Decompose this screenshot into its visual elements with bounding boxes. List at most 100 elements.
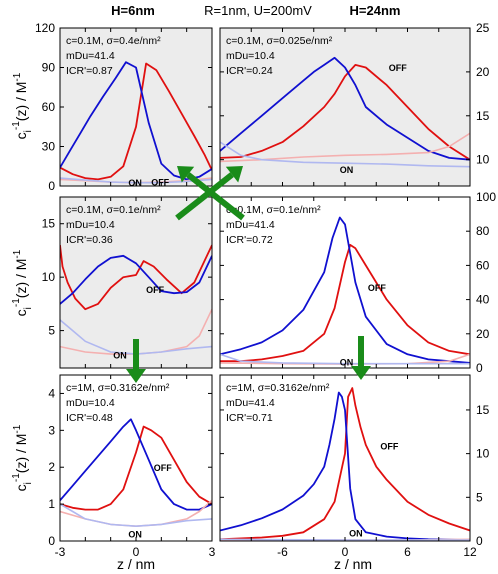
annotation: mDu=10.4	[66, 219, 115, 231]
series-faint_blue	[220, 141, 470, 168]
annotation: ICR'=0.71	[226, 412, 273, 424]
annotation: c=0.1M, σ=0.025e/nm²	[226, 35, 333, 47]
annotation: mDu=41.4	[226, 219, 275, 231]
panel-mid-left: 5 10 15 c=0.1M, σ=0.1e/nm² mDu=10.4 ICR'=0.36…	[42, 196, 213, 369]
series-faint_blue	[60, 503, 212, 527]
annotation: c=1M, σ=0.3162e/nm²	[226, 382, 330, 394]
label-on: ON	[113, 350, 127, 360]
series-off	[220, 244, 470, 363]
annotation: c=0.1M, σ=0.1e/nm²	[226, 204, 321, 216]
ylabel-row-3: ci-1(z) / M-1	[11, 424, 34, 491]
xtick-label: 12	[463, 545, 477, 559]
ytick-label: 15	[42, 217, 56, 231]
label-on: ON	[349, 529, 363, 539]
xtick-label: -6	[277, 545, 288, 559]
series-off	[220, 387, 470, 541]
annotation: ICR'=0.36	[66, 234, 113, 246]
arrow-down-left	[126, 339, 146, 383]
xtick-label: -3	[55, 545, 66, 559]
ytick-label: 10	[42, 270, 56, 284]
series-blue	[60, 418, 212, 511]
panel-mid-right: 0 20 40 60 80 100 c=0.1M, σ=0.1e/nm² mDu=41.4 IC…	[219, 190, 496, 375]
plot-background	[60, 375, 212, 541]
ytick-label: 0	[48, 534, 55, 548]
ytick-label: 15	[476, 109, 490, 123]
arrow-down-right	[351, 336, 371, 380]
label-off: OFF	[389, 63, 407, 73]
series-blue	[220, 56, 470, 161]
ytick-label: 5	[48, 324, 55, 338]
label-off: OFF	[146, 285, 164, 295]
annotation: c=1M, σ=0.3162e/nm²	[66, 382, 170, 394]
header-center: R=1nm, U=200mV	[204, 3, 312, 18]
series-off	[60, 62, 212, 181]
xtick-label: 0	[342, 545, 349, 559]
label-on: ON	[128, 529, 142, 539]
ytick-label: 60	[42, 100, 56, 114]
ytick-label: 10	[476, 153, 490, 167]
series-faint_blue	[220, 353, 470, 365]
series-off	[60, 244, 212, 311]
plot-background	[60, 28, 212, 186]
plot-background	[220, 375, 470, 541]
ytick-label: 40	[476, 293, 490, 307]
label-on: ON	[128, 178, 142, 188]
series-faint_red	[220, 132, 470, 163]
xtick-label: 6	[404, 545, 411, 559]
ytick-label: 3	[48, 423, 55, 437]
xlabel-right: z / nm	[334, 556, 372, 572]
series-blue	[60, 254, 212, 305]
ytick-label: 0	[48, 179, 55, 193]
annotation: mDu=10.4	[226, 50, 275, 62]
arrows	[126, 166, 371, 383]
header-left: H=6nm	[111, 3, 155, 18]
ytick-label: 120	[35, 21, 55, 35]
xtick-label: 0	[133, 545, 140, 559]
ytick-label: 60	[476, 258, 490, 272]
annotation: mDu=10.4	[66, 397, 115, 409]
panel-top-right: 10 15 20 25 c=0.1M, σ=0.025e/nm² mDu=10.4 ICR'…	[219, 21, 490, 187]
ytick-label: 90	[42, 61, 56, 75]
label-on: ON	[340, 357, 354, 367]
header-right: H=24nm	[350, 3, 401, 18]
series-faint_blue	[60, 319, 212, 355]
ytick-label: 100	[476, 190, 496, 204]
label-off: OFF	[380, 441, 398, 451]
annotation: c=0.1M, σ=0.4e/nm²	[66, 35, 161, 47]
panel-top-left: 0 30 60 90 120 c=0.1M, σ=0.4e/nm² mDu=41.4 ICR'…	[35, 21, 213, 193]
label-on: ON	[340, 165, 354, 175]
annotation: ICR'=0.24	[226, 65, 273, 77]
ytick-label: 2	[48, 460, 55, 474]
series-blue	[220, 391, 470, 541]
xlabel-left: z / nm	[117, 556, 155, 572]
ytick-label: 20	[476, 327, 490, 341]
ytick-label: 30	[42, 140, 56, 154]
ytick-label: 0	[476, 534, 483, 548]
xtick-label: 3	[209, 545, 216, 559]
ytick-label: 20	[476, 65, 490, 79]
ytick-label: 1	[48, 497, 55, 511]
series-off	[220, 64, 470, 161]
annotation: mDu=41.4	[66, 50, 115, 62]
annotation: ICR'=0.72	[226, 234, 273, 246]
annotation: ICR'=0.87	[66, 65, 113, 77]
ytick-label: 10	[476, 447, 490, 461]
label-off: OFF	[368, 283, 386, 293]
series-blue	[220, 216, 470, 364]
ytick-label: 80	[476, 224, 490, 238]
ytick-label: 25	[476, 21, 490, 35]
ytick-label: 15	[476, 403, 490, 417]
panel-bottom-right: 0 5 10 15 -6 0 6 12 c=1M, σ=0.3162e/nm² mDu=41.4 I…	[219, 374, 490, 559]
ylabel-row-1: ci-1(z) / M-1	[11, 72, 34, 139]
annotation: ICR'=0.48	[66, 412, 113, 424]
label-off: OFF	[154, 463, 172, 473]
ytick-label: 0	[476, 361, 483, 375]
arrow-diag-up-left	[177, 166, 245, 221]
ylabel-row-2: ci-1(z) / M-1	[11, 249, 34, 316]
ytick-label: 4	[48, 386, 55, 400]
annotation: mDu=41.4	[226, 397, 275, 409]
